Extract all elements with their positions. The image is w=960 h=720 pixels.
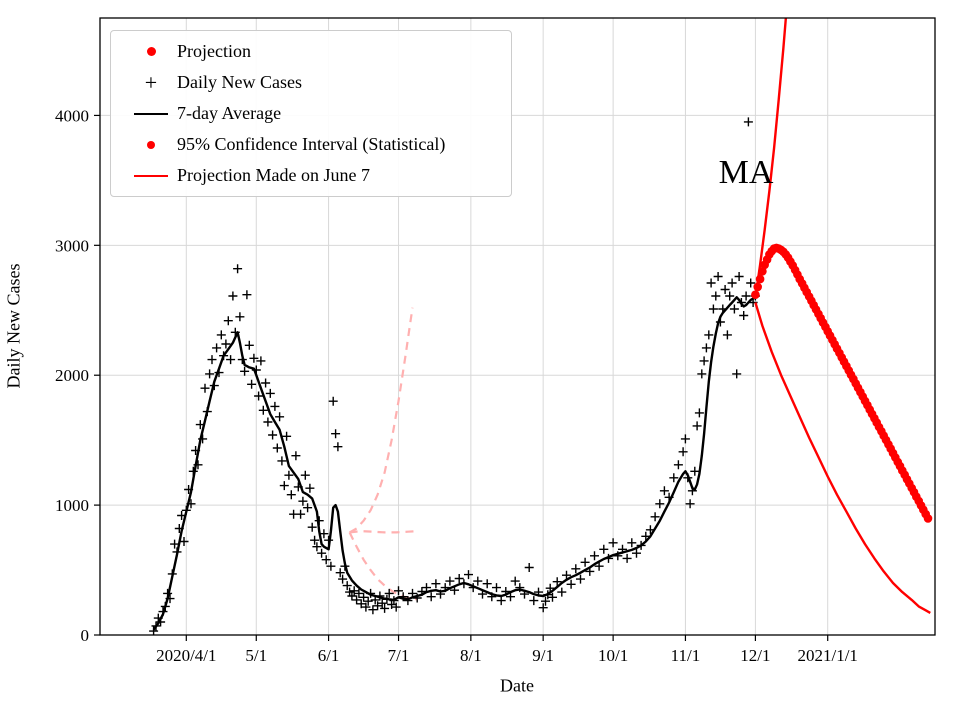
ci-upper [349, 307, 414, 534]
projection-june7-upper [754, 18, 788, 298]
axes-frame [99, 17, 936, 636]
legend-label: Daily New Cases [177, 72, 302, 92]
x-tick-label: 6/1 [318, 646, 340, 665]
plot-series [149, 18, 933, 635]
x-tick-label: 5/1 [245, 646, 267, 665]
projection-dots [751, 243, 933, 523]
x-tick-label: 2021/1/1 [797, 646, 857, 665]
red-line-icon [125, 174, 177, 177]
black-line-icon [125, 112, 177, 115]
legend-label: Projection Made on June 7 [177, 165, 370, 185]
x-tick-label: 10/1 [598, 646, 628, 665]
x-tick-label: 7/1 [388, 646, 410, 665]
ci-mid [349, 529, 418, 534]
y-tick-label: 3000 [55, 236, 89, 255]
legend-label: 95% Confidence Interval (Statistical) [177, 134, 446, 154]
y-tick-label: 0 [81, 626, 90, 645]
legend-label: Projection [177, 41, 251, 61]
legend-item-7day-average: 7-day Average [125, 101, 497, 126]
legend-item-daily-new-cases: + Daily New Cases [125, 70, 497, 95]
seven-day-average [152, 296, 756, 631]
annotation-state-label: MA [719, 154, 774, 191]
legend-label: 7-day Average [177, 103, 282, 123]
y-tick-label: 1000 [55, 496, 89, 515]
legend-item-projection: Projection [125, 39, 497, 64]
red-dot-icon [125, 140, 177, 149]
x-tick-label: 2020/4/1 [156, 646, 216, 665]
x-axis-label: Date [500, 675, 534, 696]
legend-item-projection-june7: Projection Made on June 7 [125, 163, 497, 188]
x-tick-label: 11/1 [671, 646, 701, 665]
projection-june7-lower [754, 302, 931, 614]
x-tick-label: 9/1 [532, 646, 554, 665]
y-tick-label: 2000 [55, 366, 89, 385]
red-dot-icon [125, 47, 177, 56]
plus-marker-icon: + [144, 69, 158, 95]
legend: Projection + Daily New Cases 7-day Avera… [110, 30, 512, 197]
x-tick-label: 8/1 [460, 646, 482, 665]
x-tick-label: 12/1 [740, 646, 770, 665]
y-axis-label: Daily New Cases [3, 263, 24, 389]
legend-item-confidence-interval: 95% Confidence Interval (Statistical) [125, 132, 497, 157]
daily-new-cases [149, 117, 760, 635]
y-tick-label: 4000 [55, 106, 89, 125]
